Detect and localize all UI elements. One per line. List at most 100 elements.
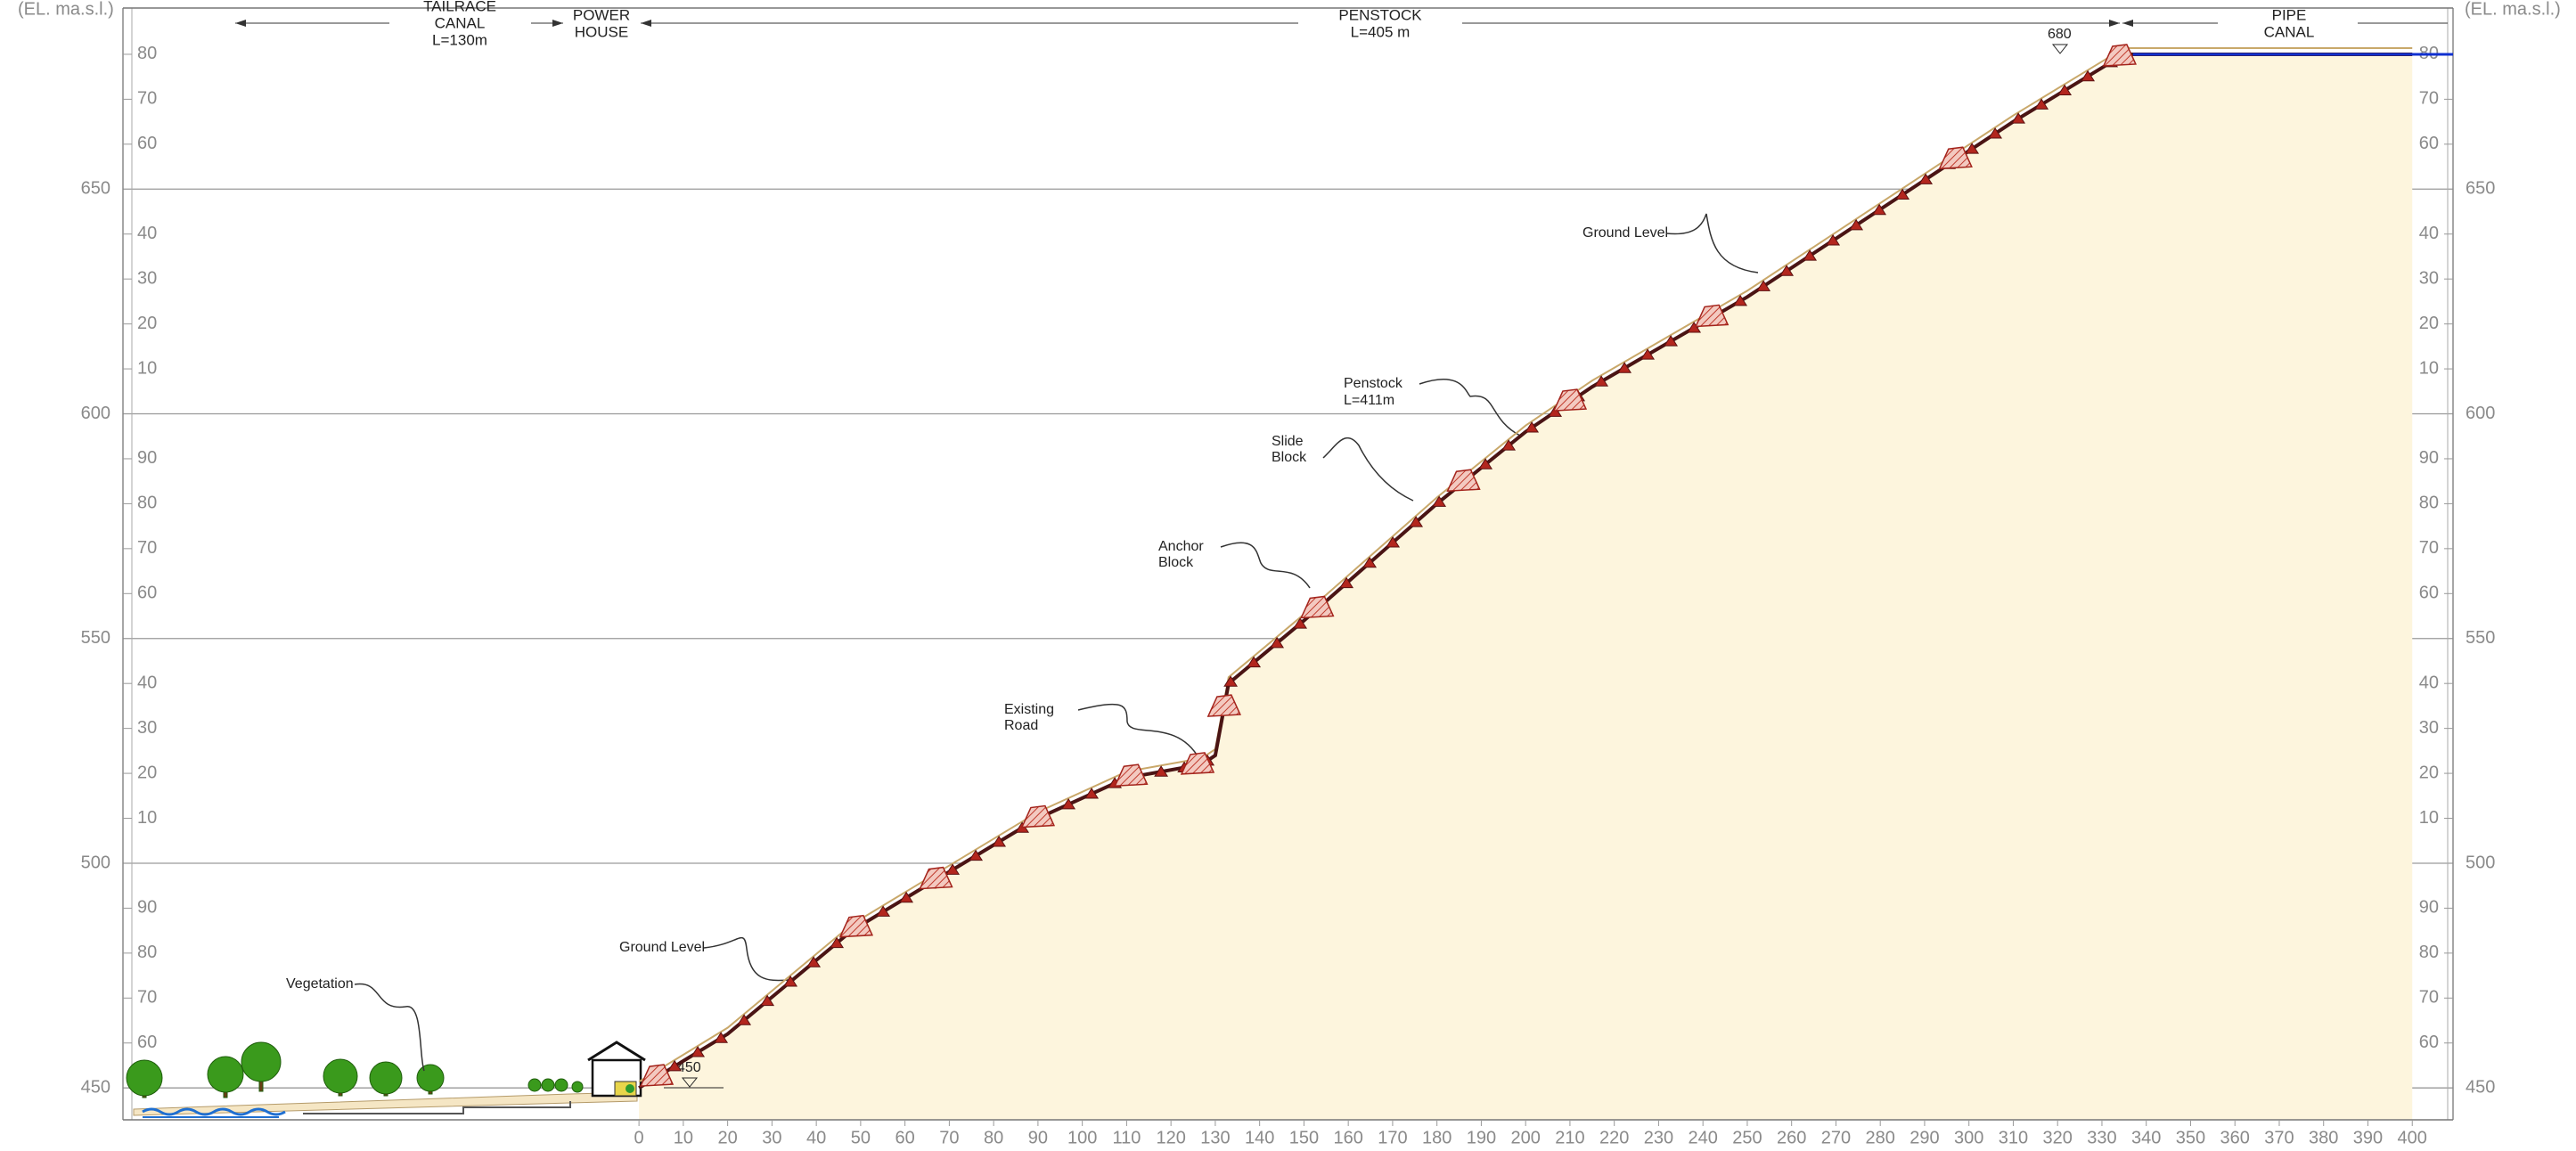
x-tick-label: 40 <box>806 1128 826 1147</box>
annotation: Ground Level <box>619 940 705 955</box>
header-text: HOUSE <box>575 23 628 40</box>
x-tick-label: 120 <box>1156 1128 1185 1147</box>
x-tick-label: 110 <box>1112 1128 1141 1147</box>
arrow-head <box>235 20 246 27</box>
x-tick-label: 380 <box>2309 1128 2338 1147</box>
y-tick-label: 40 <box>2419 224 2439 243</box>
header-text: CANAL <box>2264 23 2315 40</box>
y-tick-label: 60 <box>137 134 157 153</box>
y-tick-label: 500 <box>2466 853 2495 872</box>
y-tick-label: 80 <box>2419 494 2439 513</box>
y-tick-label: 600 <box>81 404 110 423</box>
header-text: PIPE <box>2272 6 2307 23</box>
x-tick-label: 100 <box>1067 1128 1097 1147</box>
anchor-block <box>840 916 872 937</box>
anchor-block <box>920 868 952 889</box>
tree <box>370 1062 402 1094</box>
x-tick-label: 310 <box>1999 1128 2028 1147</box>
x-tick-label: 10 <box>674 1128 693 1147</box>
vegetation <box>127 1042 583 1098</box>
x-tick-label: 240 <box>1688 1128 1717 1147</box>
y-tick-label: 40 <box>2419 673 2439 692</box>
y-tick-label: 450 <box>2466 1077 2495 1097</box>
tailrace <box>127 1042 637 1117</box>
bush <box>572 1082 583 1092</box>
leader-line <box>1666 214 1758 273</box>
level-marker <box>2053 45 2067 53</box>
y-tick-label: 70 <box>137 988 157 1008</box>
y-tick-label: 80 <box>137 943 157 962</box>
x-tick-label: 320 <box>2043 1128 2073 1147</box>
arrow-head <box>2122 20 2133 27</box>
header-text: TAILRACE <box>423 0 496 14</box>
y-tick-label: 70 <box>2419 538 2439 558</box>
tree <box>323 1059 357 1093</box>
y-tick-label: 70 <box>2419 988 2439 1008</box>
x-tick-label: 400 <box>2398 1128 2427 1147</box>
header-text: PENSTOCK <box>1338 6 1422 23</box>
header-text: L=130m <box>432 31 487 48</box>
x-tick-label: 130 <box>1200 1128 1230 1147</box>
annotation: Block <box>1272 450 1307 465</box>
x-tick-label: 150 <box>1289 1128 1319 1147</box>
y-tick-label: 450 <box>81 1077 110 1097</box>
y-tick-label: 650 <box>81 179 110 199</box>
annotation: Ground Level <box>1582 225 1668 241</box>
y-tick-label: 60 <box>137 1033 157 1052</box>
y-tick-label: 40 <box>137 673 157 692</box>
y-tick-label: 90 <box>137 448 157 468</box>
x-tick-label: 190 <box>1467 1128 1496 1147</box>
annotation: Slide <box>1272 434 1304 449</box>
x-tick-label: 260 <box>1777 1128 1806 1147</box>
y-tick-label: 10 <box>2419 808 2439 828</box>
x-tick-label: 360 <box>2220 1128 2250 1147</box>
x-tick-label: 280 <box>1866 1128 1895 1147</box>
profile-drawing: (EL. ma.s.l.) (EL. ma.s.l.) TAILRACE CAN… <box>0 0 2576 1151</box>
y-tick-label: 30 <box>2419 718 2439 738</box>
annotation: Anchor <box>1158 539 1204 554</box>
y-tick-label: 70 <box>137 538 157 558</box>
header-text: CANAL <box>435 14 486 31</box>
leader-line <box>704 938 789 981</box>
x-tick-label: 220 <box>1599 1128 1629 1147</box>
y-tick-label: 60 <box>2419 584 2439 603</box>
tree <box>417 1065 444 1091</box>
anchor-block <box>641 1065 673 1086</box>
annotation: Block <box>1158 555 1194 570</box>
header-text: L=405 m <box>1351 23 1411 40</box>
x-tick-label: 180 <box>1422 1128 1452 1147</box>
y-tick-label: 30 <box>137 268 157 288</box>
x-tick-label: 350 <box>2176 1128 2205 1147</box>
bush <box>542 1079 554 1091</box>
tree <box>241 1042 281 1082</box>
y-tick-label: 90 <box>2419 448 2439 468</box>
leader-line <box>1078 705 1199 759</box>
y-tick-label: 20 <box>2419 314 2439 333</box>
leader-line <box>1323 438 1413 501</box>
turbine-wheel <box>626 1084 634 1093</box>
y-tick-label: 90 <box>137 898 157 918</box>
x-tick-label: 270 <box>1821 1128 1851 1147</box>
anchor-block <box>1696 305 1728 326</box>
x-tick-label: 200 <box>1510 1128 1540 1147</box>
y-tick-label: 30 <box>137 718 157 738</box>
x-tick-label: 340 <box>2131 1128 2161 1147</box>
y-tick-label: 550 <box>2466 628 2495 648</box>
header: TAILRACE CANAL L=130m POWER HOUSE PENSTO… <box>235 0 2448 48</box>
x-tick-label: 170 <box>1378 1128 1407 1147</box>
leader-line <box>1221 543 1310 588</box>
y-tick-label: 80 <box>137 44 157 63</box>
y-tick-label: 550 <box>81 628 110 648</box>
x-tick-label: 140 <box>1245 1128 1274 1147</box>
leader-line <box>355 984 424 1071</box>
x-tick-label: 0 <box>634 1128 644 1147</box>
y-tick-label: 60 <box>2419 1033 2439 1052</box>
x-tick-label: 370 <box>2264 1128 2294 1147</box>
y-tick-label: 20 <box>137 314 157 333</box>
axis-label: (EL. ma.s.l.) <box>18 0 114 19</box>
x-tick-label: 230 <box>1644 1128 1673 1147</box>
annotation: Penstock <box>1344 376 1403 391</box>
powerhouse-roof <box>588 1042 645 1060</box>
bush <box>528 1079 541 1091</box>
y-tick-label: 70 <box>137 89 157 109</box>
